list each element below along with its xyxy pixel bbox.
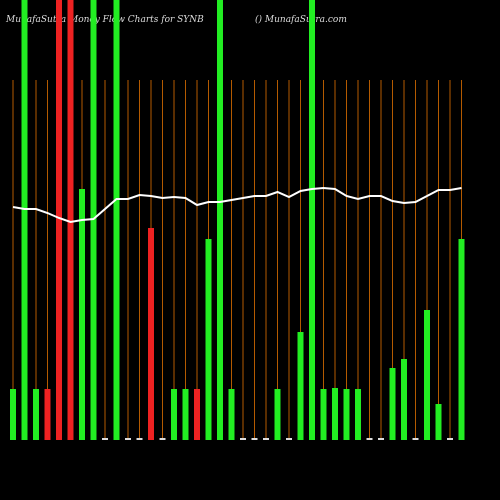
bar xyxy=(447,438,453,440)
bar xyxy=(136,438,143,440)
bar xyxy=(44,389,51,440)
chart-subtitle: () MunafaSutra.com xyxy=(255,14,347,25)
bar xyxy=(240,438,246,440)
bar xyxy=(332,388,338,440)
bar xyxy=(251,438,258,440)
bar xyxy=(458,239,465,440)
bar xyxy=(56,0,62,440)
bar xyxy=(21,0,28,440)
bar xyxy=(401,359,407,440)
bar xyxy=(217,0,223,440)
bar xyxy=(274,389,281,440)
bar xyxy=(424,310,430,440)
bar xyxy=(67,0,74,440)
bar xyxy=(182,389,189,440)
bar xyxy=(205,239,212,440)
bar xyxy=(194,389,200,440)
bar xyxy=(102,438,108,440)
bar xyxy=(148,228,154,440)
bar xyxy=(125,438,131,440)
bar xyxy=(320,389,327,440)
bar xyxy=(297,332,304,440)
bar xyxy=(366,438,373,440)
bar xyxy=(79,189,85,440)
bar xyxy=(171,389,177,440)
bar xyxy=(389,368,396,440)
bar xyxy=(10,389,16,440)
bar xyxy=(263,438,269,440)
chart-title: MunafaSutra Money Flow Charts for SYNB xyxy=(5,15,204,25)
bar xyxy=(435,404,442,440)
bar xyxy=(113,0,120,440)
flow-line xyxy=(12,186,462,224)
bar xyxy=(343,389,350,440)
bar xyxy=(228,389,235,440)
bar xyxy=(286,438,292,440)
bar xyxy=(412,438,419,440)
bar xyxy=(33,389,39,440)
bar xyxy=(355,389,361,440)
bar xyxy=(159,438,166,440)
bar xyxy=(309,0,315,440)
bar xyxy=(378,438,384,440)
